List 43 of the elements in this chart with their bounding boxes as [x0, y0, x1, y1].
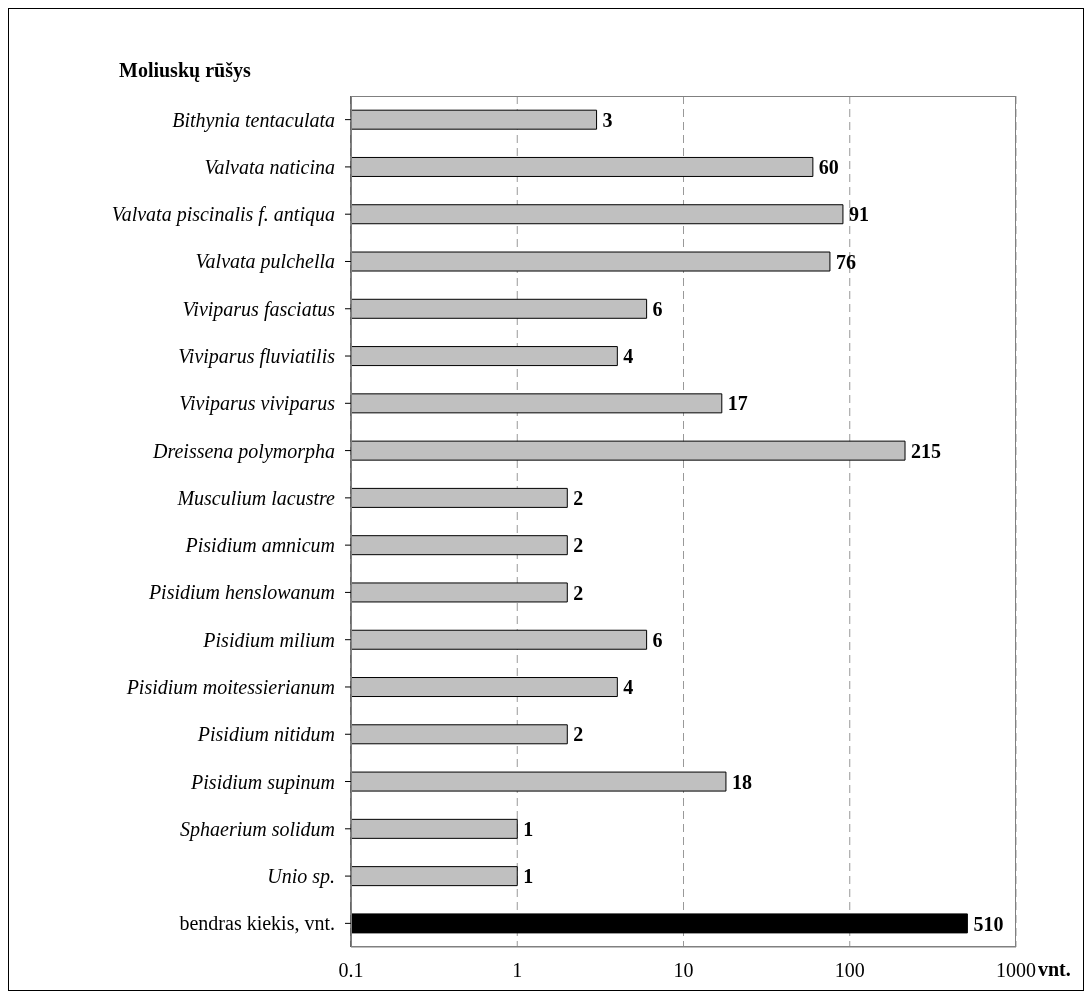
- x-tick-label: 100: [834, 959, 865, 982]
- y-tick-label: Pisidium milium: [202, 628, 335, 651]
- data-label: 215: [911, 439, 942, 462]
- data-label: 60: [818, 156, 839, 179]
- y-tick-label: Valvata naticina: [204, 155, 335, 178]
- data-label: 91: [848, 203, 869, 226]
- x-tick-label: 0.1: [338, 959, 364, 982]
- y-tick-label: Pisidium moitessierianum: [125, 675, 335, 698]
- x-tick-label: 1: [512, 959, 523, 982]
- data-label: 76: [835, 250, 856, 273]
- y-tick-label: Musculium lacustre: [176, 486, 336, 509]
- y-tick-label: Pisidium nitidum: [196, 723, 335, 746]
- data-label: 2: [573, 534, 584, 557]
- y-tick-label: Pisidium supinum: [190, 770, 335, 794]
- y-tick-label: Bithynia tentaculata: [172, 108, 335, 132]
- y-tick-label: Pisidium henslowanum: [147, 581, 335, 604]
- data-label: 2: [573, 581, 584, 604]
- data-label: 18: [731, 770, 752, 793]
- y-tick-label: Unio sp.: [267, 865, 335, 889]
- data-label: 2: [573, 723, 584, 746]
- data-label: 3: [602, 108, 613, 131]
- data-label: 2: [573, 487, 584, 510]
- y-axis-title: Moliuskų rūšys: [119, 59, 251, 82]
- x-tick-label: 10: [673, 959, 694, 982]
- data-label: 1: [523, 865, 534, 888]
- y-tick-label: Dreissena polymorpha: [151, 439, 335, 463]
- data-label: 510: [973, 912, 1004, 935]
- x-tick-label: 1000: [996, 959, 1036, 982]
- y-tick-label: Sphaerium solidum: [180, 817, 335, 841]
- data-label: 1: [523, 817, 534, 840]
- y-tick-label: Valvata piscinalis f. antiqua: [111, 203, 335, 227]
- data-label: 6: [652, 628, 663, 651]
- data-label: 6: [652, 297, 663, 320]
- y-tick-label: bendras kiekis, vnt.: [179, 912, 335, 935]
- data-label: 4: [623, 345, 634, 368]
- y-tick-label: Viviparus viviparus: [179, 392, 336, 416]
- data-label: 4: [623, 676, 634, 699]
- x-axis-title: vnt.: [1038, 958, 1071, 981]
- y-tick-label: Valvata pulchella: [195, 250, 335, 274]
- y-tick-label: Pisidium amnicum: [184, 534, 335, 557]
- y-tick-label: Viviparus fasciatus: [182, 297, 336, 321]
- data-label: 17: [727, 392, 748, 415]
- y-tick-label: Viviparus fluviatilis: [178, 345, 336, 369]
